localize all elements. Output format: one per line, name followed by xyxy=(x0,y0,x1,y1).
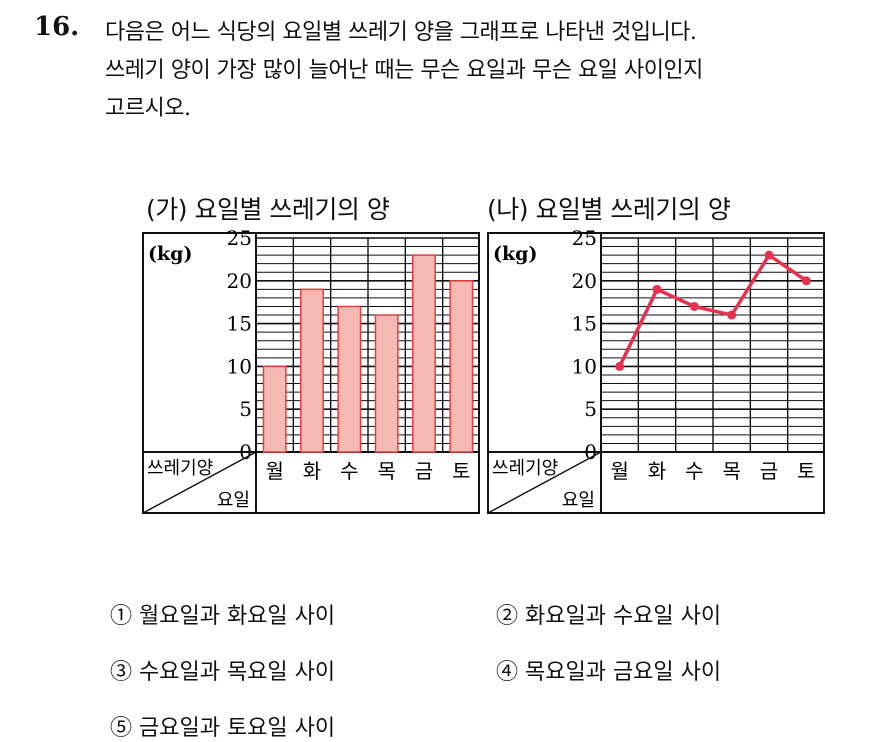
data-point xyxy=(615,361,625,371)
data-point xyxy=(801,276,811,286)
y-tick-label: 25 xyxy=(572,226,597,250)
y-tick-label: 15 xyxy=(227,312,252,336)
chart-frame xyxy=(487,232,825,514)
chart-a-title: (가) 요일별 쓰레기의 양 xyxy=(146,195,390,224)
x-tick-label: 수 xyxy=(685,459,703,483)
option-4[interactable]: ④ 목요일과 금요일 사이 xyxy=(496,660,722,685)
data-point xyxy=(727,310,737,320)
question-number: 16. xyxy=(34,12,80,42)
x-tick-label: 월 xyxy=(265,459,283,483)
data-point xyxy=(764,250,774,260)
header-diagonal xyxy=(487,451,602,514)
y-tick-label: 0 xyxy=(584,440,597,464)
question-line-3: 고르시오. xyxy=(105,96,191,121)
x-tick-label: 토 xyxy=(797,459,815,483)
y-tick-label: 25 xyxy=(227,226,252,250)
y-tick-label: 0 xyxy=(239,440,252,464)
chart-b-title: (나) 요일별 쓰레기의 양 xyxy=(487,195,731,224)
bar xyxy=(262,365,287,453)
y-tick-label: 5 xyxy=(584,397,597,421)
y-tick-label: 10 xyxy=(227,354,252,378)
y-tick-label: 20 xyxy=(227,269,252,293)
option-3[interactable]: ③ 수요일과 목요일 사이 xyxy=(110,660,336,685)
bar xyxy=(412,254,436,453)
unit-label: (kg) xyxy=(148,243,192,265)
x-tick-label: 목 xyxy=(722,459,740,483)
bar xyxy=(337,305,362,453)
header-top-label: 쓰레기양 xyxy=(492,458,558,479)
option-2[interactable]: ② 화요일과 수요일 사이 xyxy=(496,604,722,629)
x-tick-label: 수 xyxy=(340,459,358,483)
bar xyxy=(374,314,399,453)
header-diagonal xyxy=(142,451,257,514)
bar xyxy=(449,280,474,453)
header-top-label: 쓰레기양 xyxy=(147,458,213,479)
x-tick-label: 토 xyxy=(452,459,470,483)
chart-frame xyxy=(142,232,480,514)
data-point xyxy=(689,301,699,311)
x-tick-label: 화 xyxy=(303,459,321,483)
question-line-1: 다음은 어느 식당의 요일별 쓰레기 양을 그래프로 나타낸 것입니다. xyxy=(105,20,697,45)
header-bottom-label: 요일 xyxy=(562,490,595,511)
x-tick-label: 월 xyxy=(610,459,628,483)
question-line-2: 쓰레기 양이 가장 많이 늘어난 때는 무슨 요일과 무슨 요일 사이인지 xyxy=(105,58,703,83)
y-tick-label: 5 xyxy=(239,397,252,421)
series-line xyxy=(618,252,808,368)
x-tick-label: 목 xyxy=(377,459,395,483)
unit-label: (kg) xyxy=(493,243,537,265)
y-tick-label: 15 xyxy=(572,312,597,336)
x-tick-label: 금 xyxy=(415,459,433,483)
x-tick-label: 화 xyxy=(648,459,666,483)
data-point xyxy=(652,284,662,294)
option-5[interactable]: ⑤ 금요일과 토요일 사이 xyxy=(110,716,336,741)
x-tick-label: 금 xyxy=(760,459,778,483)
option-1[interactable]: ① 월요일과 화요일 사이 xyxy=(110,604,336,629)
bar xyxy=(300,288,324,453)
y-tick-label: 20 xyxy=(572,269,597,293)
header-bottom-label: 요일 xyxy=(217,490,250,511)
y-tick-label: 10 xyxy=(572,354,597,378)
